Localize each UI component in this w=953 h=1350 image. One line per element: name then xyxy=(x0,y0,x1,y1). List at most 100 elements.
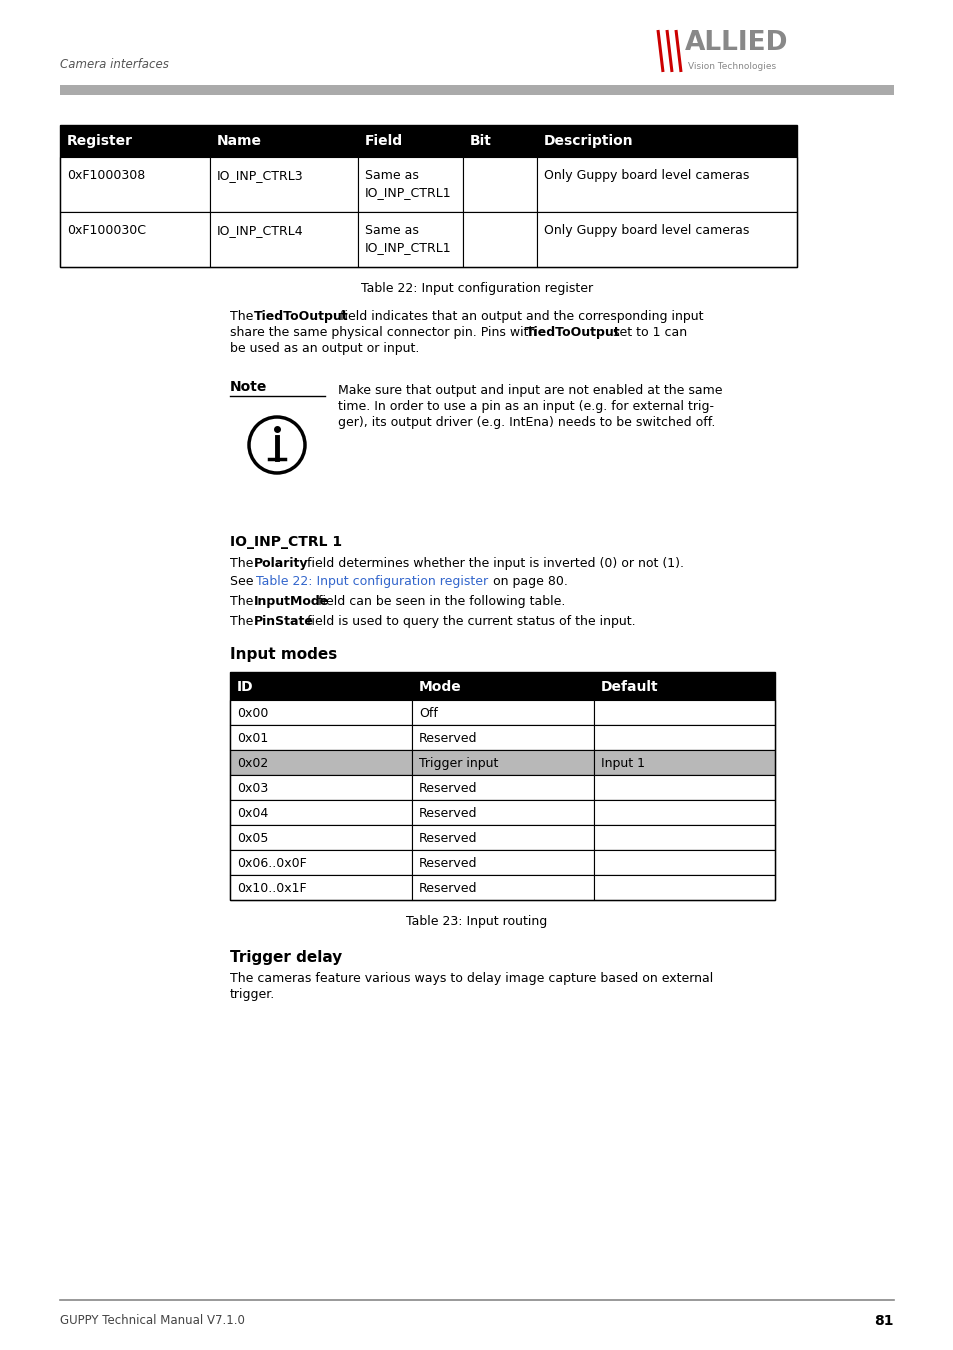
Text: GUPPY Technical Manual V7.1.0: GUPPY Technical Manual V7.1.0 xyxy=(60,1314,245,1327)
Text: field indicates that an output and the corresponding input: field indicates that an output and the c… xyxy=(335,310,702,323)
Bar xyxy=(462,212,537,267)
Bar xyxy=(230,725,774,751)
Bar xyxy=(537,157,796,212)
Bar xyxy=(412,725,594,751)
Text: TiedToOutput: TiedToOutput xyxy=(525,325,620,339)
Bar xyxy=(230,850,412,875)
Text: Name: Name xyxy=(216,134,262,148)
Bar xyxy=(412,875,594,900)
Text: Only Guppy board level cameras: Only Guppy board level cameras xyxy=(543,224,749,238)
Text: on page 80.: on page 80. xyxy=(489,575,567,589)
Text: IO_INP_CTRL1: IO_INP_CTRL1 xyxy=(365,242,451,254)
Text: Table 22: Input configuration register: Table 22: Input configuration register xyxy=(360,282,593,296)
Text: Reserved: Reserved xyxy=(418,807,477,819)
Bar xyxy=(230,825,774,850)
Text: Table 22: Input configuration register: Table 22: Input configuration register xyxy=(255,575,488,589)
Text: The: The xyxy=(230,616,257,628)
Bar xyxy=(230,751,774,775)
Bar xyxy=(594,825,774,850)
Text: be used as an output or input.: be used as an output or input. xyxy=(230,342,419,355)
Text: Off: Off xyxy=(418,707,437,720)
Bar xyxy=(60,157,796,212)
Bar xyxy=(230,801,774,825)
Text: Reserved: Reserved xyxy=(418,782,477,795)
Bar xyxy=(210,157,357,212)
Bar xyxy=(230,775,412,801)
Text: 0xF1000308: 0xF1000308 xyxy=(67,169,145,182)
Text: Table 23: Input routing: Table 23: Input routing xyxy=(406,915,547,927)
Text: field determines whether the input is inverted (0) or not (1).: field determines whether the input is in… xyxy=(303,558,683,570)
Text: 0x04: 0x04 xyxy=(236,807,268,819)
Text: See: See xyxy=(230,575,257,589)
Bar xyxy=(230,701,412,725)
Text: Mode: Mode xyxy=(418,680,461,694)
Text: Reserved: Reserved xyxy=(418,732,477,745)
Text: Default: Default xyxy=(600,680,658,694)
Text: ALLIED: ALLIED xyxy=(684,30,788,55)
Bar xyxy=(60,126,796,157)
Text: Camera interfaces: Camera interfaces xyxy=(60,58,169,72)
Text: Input modes: Input modes xyxy=(230,647,337,662)
Text: 81: 81 xyxy=(874,1314,893,1328)
Bar xyxy=(60,212,796,267)
Text: IO_INP_CTRL4: IO_INP_CTRL4 xyxy=(216,224,303,238)
Text: trigger.: trigger. xyxy=(230,988,275,1000)
Text: field can be seen in the following table.: field can be seen in the following table… xyxy=(314,595,565,608)
Text: Description: Description xyxy=(543,134,633,148)
Bar xyxy=(230,672,774,701)
Text: Only Guppy board level cameras: Only Guppy board level cameras xyxy=(543,169,749,182)
Bar xyxy=(230,672,774,900)
Text: share the same physical connector pin. Pins with: share the same physical connector pin. P… xyxy=(230,325,539,339)
Text: Register: Register xyxy=(67,134,132,148)
Bar xyxy=(60,85,893,94)
Bar xyxy=(412,825,594,850)
Bar xyxy=(230,751,412,775)
Bar xyxy=(537,212,796,267)
Text: Same as: Same as xyxy=(365,169,418,182)
Text: TiedToOutput: TiedToOutput xyxy=(253,310,348,323)
Bar xyxy=(230,850,774,875)
Bar xyxy=(357,212,462,267)
Text: The: The xyxy=(230,595,257,608)
Text: IO_INP_CTRL 1: IO_INP_CTRL 1 xyxy=(230,535,342,549)
Text: 0x02: 0x02 xyxy=(236,757,268,769)
Bar xyxy=(230,775,774,801)
Text: ger), its output driver (e.g. IntEna) needs to be switched off.: ger), its output driver (e.g. IntEna) ne… xyxy=(337,416,715,429)
Bar xyxy=(594,801,774,825)
Text: Reserved: Reserved xyxy=(418,832,477,845)
Text: Vision Technologies: Vision Technologies xyxy=(687,62,776,72)
Text: The: The xyxy=(230,310,257,323)
Bar xyxy=(412,775,594,801)
Text: Input 1: Input 1 xyxy=(600,757,644,769)
Bar xyxy=(60,126,796,267)
Bar xyxy=(210,212,357,267)
Bar xyxy=(357,157,462,212)
Text: InputMode: InputMode xyxy=(253,595,329,608)
Bar xyxy=(412,801,594,825)
Text: set to 1 can: set to 1 can xyxy=(608,325,686,339)
Text: The: The xyxy=(230,558,257,570)
Text: Note: Note xyxy=(230,379,267,394)
Bar xyxy=(230,701,774,725)
Text: ID: ID xyxy=(236,680,253,694)
Text: The cameras feature various ways to delay image capture based on external: The cameras feature various ways to dela… xyxy=(230,972,713,986)
Text: field is used to query the current status of the input.: field is used to query the current statu… xyxy=(303,616,635,628)
Text: Reserved: Reserved xyxy=(418,857,477,869)
Bar xyxy=(412,751,594,775)
Text: Trigger delay: Trigger delay xyxy=(230,950,342,965)
Text: 0x00: 0x00 xyxy=(236,707,268,720)
Bar xyxy=(462,157,537,212)
Bar xyxy=(60,157,210,212)
Bar xyxy=(412,701,594,725)
Bar xyxy=(594,775,774,801)
Text: Bit: Bit xyxy=(470,134,492,148)
Bar xyxy=(594,725,774,751)
Text: 0x03: 0x03 xyxy=(236,782,268,795)
Text: time. In order to use a pin as an input (e.g. for external trig-: time. In order to use a pin as an input … xyxy=(337,400,713,413)
Text: IO_INP_CTRL3: IO_INP_CTRL3 xyxy=(216,169,303,182)
Text: Reserved: Reserved xyxy=(418,882,477,895)
Text: 0x06..0x0F: 0x06..0x0F xyxy=(236,857,307,869)
Text: Trigger input: Trigger input xyxy=(418,757,497,769)
Text: Polarity: Polarity xyxy=(253,558,308,570)
Bar xyxy=(60,212,210,267)
